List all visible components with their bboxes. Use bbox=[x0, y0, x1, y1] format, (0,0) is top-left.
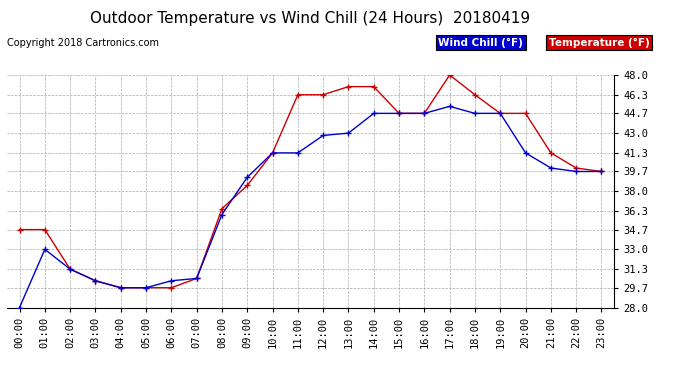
Text: Copyright 2018 Cartronics.com: Copyright 2018 Cartronics.com bbox=[7, 38, 159, 48]
Text: Wind Chill (°F): Wind Chill (°F) bbox=[438, 38, 523, 48]
Text: Temperature (°F): Temperature (°F) bbox=[549, 38, 649, 48]
Text: Outdoor Temperature vs Wind Chill (24 Hours)  20180419: Outdoor Temperature vs Wind Chill (24 Ho… bbox=[90, 11, 531, 26]
